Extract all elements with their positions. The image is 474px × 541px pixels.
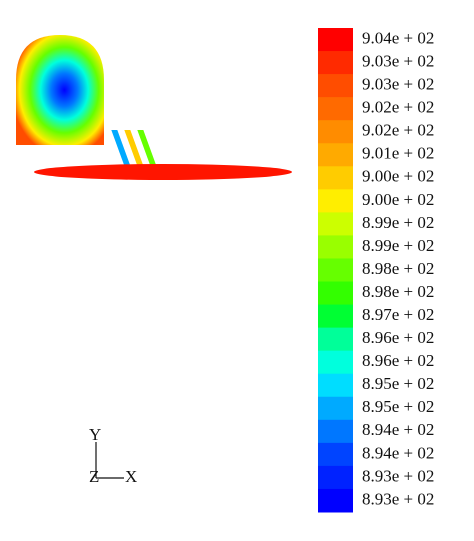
- legend-label: 8.93e + 02: [362, 466, 434, 485]
- legend-label: 8.97e + 02: [362, 305, 434, 324]
- swatch: [318, 304, 353, 329]
- swatch: [318, 51, 353, 75]
- swatch: [318, 350, 353, 375]
- swatch: [318, 74, 353, 98]
- legend-label: 9.04e + 02: [362, 28, 434, 47]
- swatch: [318, 396, 353, 421]
- swatch: [318, 465, 353, 490]
- swatch: [318, 97, 353, 121]
- legend-label: 8.93e + 02: [362, 489, 434, 508]
- pipe: [111, 130, 131, 166]
- swatch: [318, 235, 353, 259]
- legend-label: 8.96e + 02: [362, 351, 434, 370]
- pipe: [124, 130, 144, 166]
- pipe: [137, 130, 157, 166]
- color-legend: 9.04e + 02 9.03e + 02 9.03e + 02 9.02e + 02…: [318, 28, 434, 513]
- swatch: [318, 327, 353, 352]
- body: [16, 35, 104, 145]
- legend-label: 8.96e + 02: [362, 328, 434, 347]
- legend-label: 9.00e + 02: [362, 190, 434, 209]
- swatch: [318, 258, 353, 283]
- legend-label: 8.94e + 02: [362, 443, 434, 462]
- swatch: [318, 442, 353, 467]
- legend-label: 8.99e + 02: [362, 213, 434, 232]
- disk: [34, 164, 292, 180]
- legend-label: 8.95e + 02: [362, 374, 434, 393]
- triad: [95, 442, 124, 479]
- swatch: [318, 419, 353, 444]
- axis-label: X: [125, 467, 137, 486]
- legend-label: 8.95e + 02: [362, 397, 434, 416]
- legend-label: 9.03e + 02: [362, 51, 434, 70]
- legend-label: 9.02e + 02: [362, 98, 434, 117]
- legend-label: 8.98e + 02: [362, 282, 434, 301]
- axis-label: Z: [89, 467, 99, 486]
- legend-label: 9.02e + 02: [362, 121, 434, 140]
- legend-label: 9.01e + 02: [362, 144, 434, 163]
- swatch: [318, 488, 353, 513]
- swatch: [318, 28, 353, 52]
- legend-label: 8.98e + 02: [362, 259, 434, 278]
- axis-label: Y: [89, 425, 101, 444]
- legend-label: 9.03e + 02: [362, 75, 434, 94]
- swatch: [318, 143, 353, 167]
- swatch: [318, 281, 353, 306]
- model: [16, 35, 292, 180]
- swatch: [318, 373, 353, 398]
- swatch: [318, 189, 353, 213]
- legend-label: 9.00e + 02: [362, 167, 434, 186]
- swatch: [318, 166, 353, 190]
- swatch: [318, 120, 353, 144]
- legend-label: 8.99e + 02: [362, 236, 434, 255]
- swatch: [318, 212, 353, 236]
- legend-label: 8.94e + 02: [362, 420, 434, 439]
